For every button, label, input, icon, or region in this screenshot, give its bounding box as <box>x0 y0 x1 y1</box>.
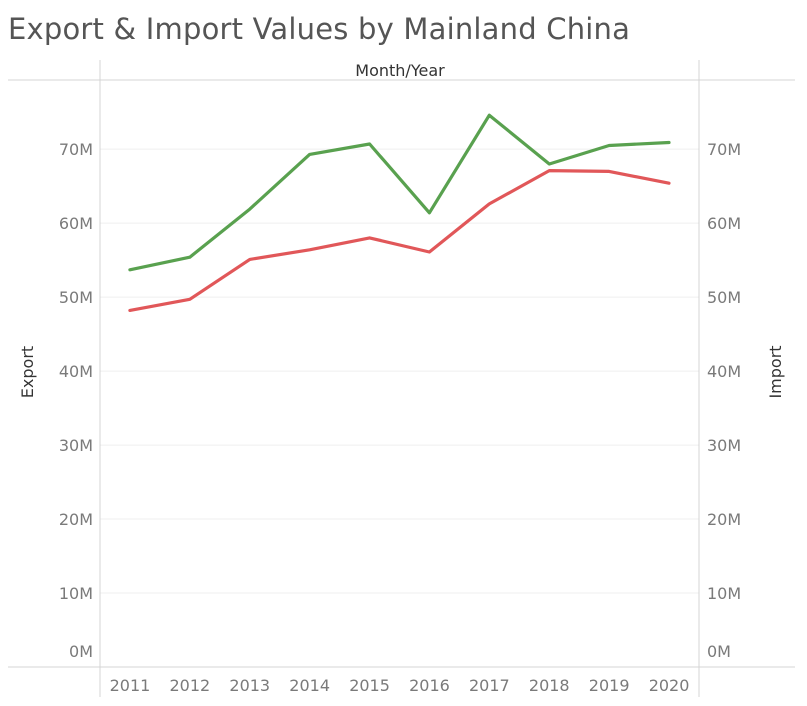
x-tick-label: 2012 <box>169 676 210 695</box>
right-axis-label: Import <box>766 345 785 398</box>
series-lines <box>128 113 671 312</box>
left-tick-label: 10M <box>59 584 93 603</box>
left-tick-label: 0M <box>69 642 93 661</box>
left-axis-label: Export <box>18 346 37 398</box>
left-tick-label: 20M <box>59 510 93 529</box>
right-tick-label: 10M <box>707 584 741 603</box>
x-tick-label: 2013 <box>229 676 270 695</box>
x-tick-label: 2016 <box>409 676 450 695</box>
left-tick-label: 60M <box>59 214 93 233</box>
right-tick-label: 70M <box>707 140 741 159</box>
right-tick-label: 60M <box>707 214 741 233</box>
import-series-line <box>128 169 671 312</box>
x-tick-label: 2015 <box>349 676 390 695</box>
right-tick-label: 20M <box>707 510 741 529</box>
right-axis-ticks: 0M 10M 20M 30M 40M 50M 60M 70M <box>707 140 741 661</box>
left-tick-label: 30M <box>59 436 93 455</box>
gridlines <box>100 148 699 594</box>
x-tick-label: 2020 <box>649 676 690 695</box>
x-tick-label: 2014 <box>289 676 330 695</box>
top-axis-label: Month/Year <box>355 61 445 80</box>
x-axis-ticks: 2011 2012 2013 2014 2015 2016 2017 2018 2019 2020 <box>110 676 690 695</box>
x-tick-label: 2017 <box>469 676 510 695</box>
left-tick-label: 50M <box>59 288 93 307</box>
x-tick-label: 2019 <box>589 676 630 695</box>
right-tick-label: 40M <box>707 362 741 381</box>
left-tick-label: 40M <box>59 362 93 381</box>
right-tick-label: 0M <box>707 642 731 661</box>
chart-frame <box>8 60 795 697</box>
x-tick-label: 2011 <box>110 676 151 695</box>
right-tick-label: 50M <box>707 288 741 307</box>
left-axis-ticks: 0M 10M 20M 30M 40M 50M 60M 70M <box>59 140 93 661</box>
right-tick-label: 30M <box>707 436 741 455</box>
x-tick-label: 2018 <box>529 676 570 695</box>
export-series-line <box>128 113 671 272</box>
left-tick-label: 70M <box>59 140 93 159</box>
chart-title: Export & Import Values by Mainland China <box>8 12 631 46</box>
